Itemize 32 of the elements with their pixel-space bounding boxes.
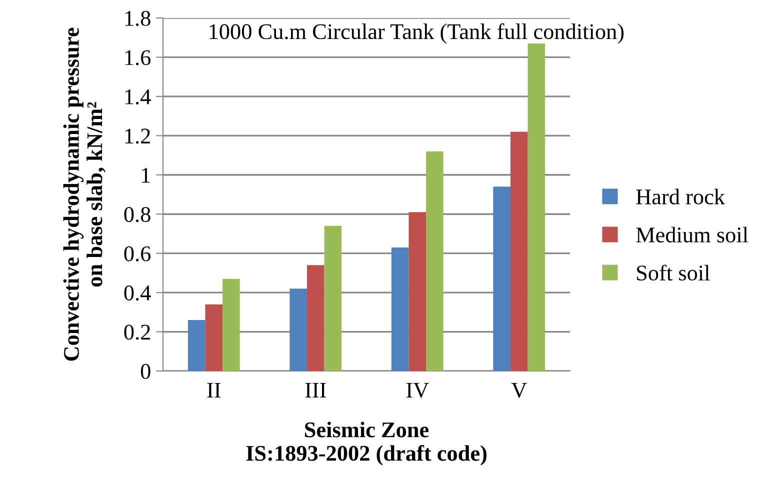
y-tick-label: 0.8: [124, 207, 150, 222]
y-tick-label: 1.8: [125, 10, 150, 26]
bar: [391, 247, 409, 371]
bar: [510, 132, 528, 371]
y-tick-label: 1.6: [125, 50, 151, 66]
bar: [205, 304, 223, 371]
y-tick-label: 0: [140, 364, 150, 379]
y-tick-label: 1: [142, 168, 150, 183]
y-axis-title: Convective hydrodynamic pressure on base slab, kN/m²: [63, 28, 106, 361]
y-tick-label: 1.2: [125, 128, 150, 144]
y-tick-label: 1.4: [125, 89, 151, 104]
bar: [222, 278, 240, 371]
legend-label: Soft soil: [637, 264, 710, 281]
chart-title: 1000 Cu.m Circular Tank (Tank full condition): [210, 23, 624, 44]
y-tick-label: 0.6: [124, 246, 151, 262]
bar: [528, 43, 546, 371]
x-tick-label: V: [511, 382, 527, 398]
bar: [306, 265, 324, 371]
x-axis-title: Seismic Zone IS:1893-2002 (draft code): [246, 422, 486, 466]
x-tick-label: II: [207, 382, 220, 398]
y-tick-label: 0.4: [124, 285, 151, 301]
bar: [426, 151, 444, 371]
y-tick-label: 0.2: [124, 324, 150, 340]
legend-label: Medium soil: [636, 226, 748, 242]
bar: [324, 226, 342, 371]
bar: [188, 320, 206, 371]
x-tick-label: III: [305, 382, 326, 398]
x-tick-label: IV: [406, 382, 429, 398]
legend-label: Hard rock: [636, 188, 726, 204]
bar: [290, 288, 307, 371]
bar: [493, 186, 510, 371]
bar: [408, 212, 426, 371]
